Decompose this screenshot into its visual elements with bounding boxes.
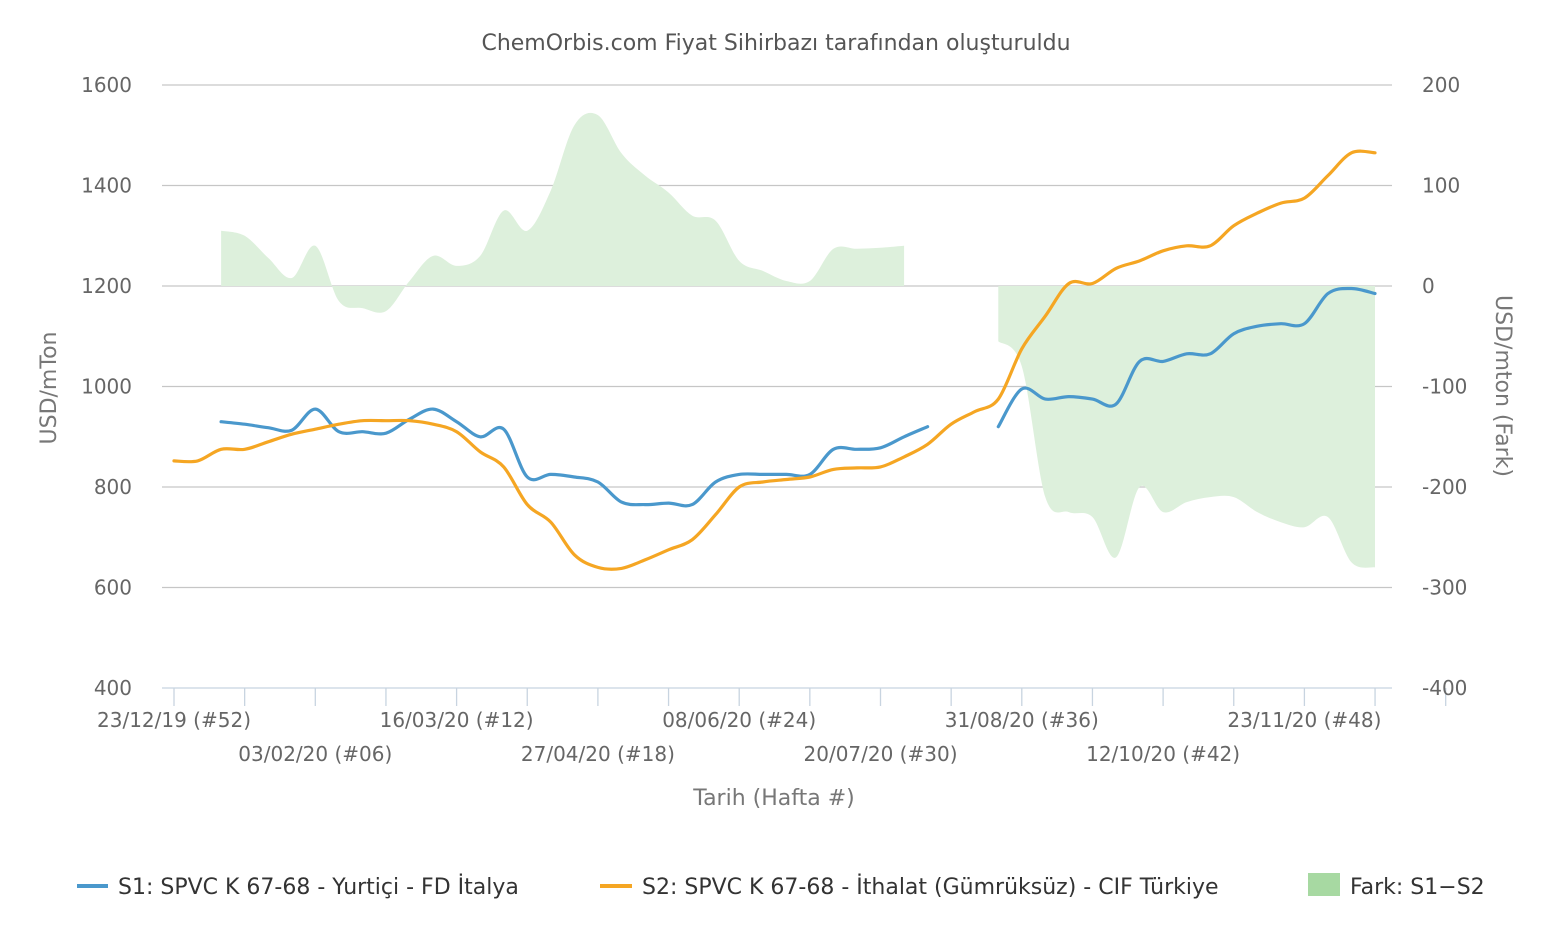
y-axis-left: 400 600 800 1000 1200 1400 1600 [81, 73, 132, 700]
x-tick-label: 23/12/19 (#52) [97, 708, 251, 732]
y-right-tick-label: -100 [1422, 375, 1467, 399]
y-left-tick-label: 400 [94, 676, 132, 700]
y-left-tick-label: 1600 [81, 73, 132, 97]
x-tick-label: 20/07/20 (#30) [804, 742, 958, 766]
difference-area-segment [998, 286, 1375, 568]
y-left-tick-label: 600 [94, 576, 132, 600]
series-line-s2 [172, 149, 1377, 571]
y-axis-right: -400 -300 -200 -100 0 100 200 [1422, 73, 1467, 700]
y-right-tick-label: 200 [1422, 73, 1460, 97]
series-line-s1 [996, 286, 1377, 429]
y-right-tick-label: -200 [1422, 475, 1467, 499]
legend: S1: SPVC K 67-68 - Yurtiçi - FD İtalya S… [77, 873, 1485, 900]
legend-item-s2[interactable]: S2: SPVC K 67-68 - İthalat (Gümrüksüz) -… [600, 874, 1219, 900]
series-lines [172, 149, 1377, 571]
difference-area [221, 112, 1375, 568]
legend-label-s2: S2: SPVC K 67-68 - İthalat (Gümrüksüz) -… [642, 874, 1219, 900]
x-tick-label: 23/11/20 (#48) [1227, 708, 1381, 732]
y-right-tick-label: 0 [1422, 274, 1435, 298]
x-tick-label: 08/06/20 (#24) [662, 708, 816, 732]
y-right-tick-label: -400 [1422, 676, 1467, 700]
y-right-tick-label: -300 [1422, 576, 1467, 600]
legend-label-difference: Fark: S1−S2 [1350, 875, 1485, 900]
legend-item-difference[interactable]: Fark: S1−S2 [1308, 873, 1485, 900]
x-tick-label: 31/08/20 (#36) [945, 708, 1099, 732]
legend-swatch-difference [1308, 873, 1340, 896]
x-tick-label: 16/03/20 (#12) [380, 708, 534, 732]
x-tick-label: 03/02/20 (#06) [238, 742, 392, 766]
series-line-s1 [219, 407, 930, 508]
x-tick-label: 12/10/20 (#42) [1086, 742, 1240, 766]
y-left-tick-label: 1000 [81, 375, 132, 399]
x-axis-title: Tarih (Hafta #) [692, 786, 854, 811]
chart-title: ChemOrbis.com Fiyat Sihirbazı tarafından… [481, 31, 1070, 56]
y-left-tick-label: 800 [94, 475, 132, 499]
y-axis-right-title: USD/mton (Fark) [1490, 295, 1515, 477]
y-axis-left-title: USD/mTon [37, 332, 62, 445]
legend-label-s1: S1: SPVC K 67-68 - Yurtiçi - FD İtalya [118, 874, 519, 900]
y-left-tick-label: 1200 [81, 274, 132, 298]
y-left-tick-label: 1400 [81, 174, 132, 198]
x-axis: 23/12/19 (#52) 03/02/20 (#06) 16/03/20 (#1… [97, 688, 1447, 766]
x-tick-label: 27/04/20 (#18) [521, 742, 675, 766]
y-right-tick-label: 100 [1422, 174, 1460, 198]
legend-item-s1[interactable]: S1: SPVC K 67-68 - Yurtiçi - FD İtalya [77, 874, 519, 900]
difference-area-segment [221, 112, 905, 313]
